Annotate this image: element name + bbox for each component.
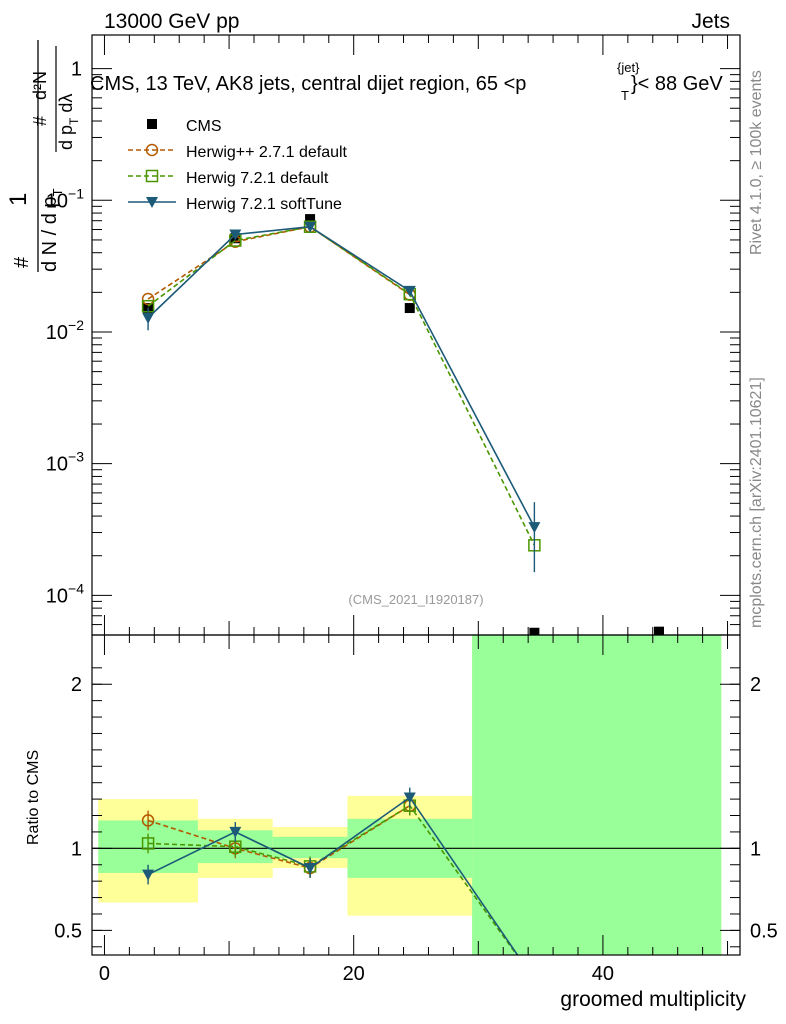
ratio-point-herwigpp: [141, 814, 155, 827]
point-softtune: [229, 229, 242, 241]
point-softtune: [403, 285, 416, 297]
main-ytick-exp: −3: [68, 449, 84, 465]
legend-label-herwig721: Herwig 7.2.1 default: [186, 170, 329, 187]
main-series: [141, 214, 664, 635]
ratio-y-label: Ratio to CMS: [25, 750, 42, 845]
xtick-label: 20: [343, 963, 365, 985]
point-softtune: [528, 522, 541, 534]
point-cms: [529, 627, 540, 635]
ylabel-den-sub: T: [50, 188, 65, 196]
rivet-label: Rivet 4.1.0, ≥ 100k events: [748, 70, 765, 255]
analysis-watermark: (CMS_2021_I1920187): [348, 592, 483, 607]
xtick-label: 40: [592, 963, 614, 985]
ylabel-inner-den-end: dλ: [56, 94, 76, 118]
main-ytick-label: 10−4: [46, 580, 84, 607]
ylabel-one: 1: [5, 193, 32, 206]
ylabel-num: d²N: [30, 71, 50, 100]
series-line-herwigpp: [147, 225, 411, 300]
ylabel-inner-den-sub: T: [67, 117, 81, 125]
category-label: Jets: [691, 10, 730, 33]
ratio-series: [141, 787, 519, 955]
ylabel-inner-den: d pT dλ: [56, 94, 81, 150]
ylabel-hash-top: #: [11, 256, 33, 268]
point-cms: [305, 214, 316, 225]
main-y-label: # 1 d N / d pT # d²N d pT dλ: [5, 40, 81, 272]
ratio-ytick-label: 1: [71, 838, 82, 860]
title-sub: T: [621, 88, 629, 103]
point-softtune: [304, 221, 317, 233]
main-ytick-base: 10: [46, 190, 68, 212]
ratio-point-softtune: [304, 863, 317, 875]
ratio-frame: [91, 634, 741, 956]
axes-ticks: 110−110−210−310−40 20 400.5 0.51 12 2: [46, 35, 778, 985]
point-cms: [654, 626, 664, 635]
series-layer: [141, 214, 664, 955]
main-ytick-base: 10: [46, 322, 68, 344]
legend-marker-herwig721: [145, 169, 159, 183]
legend-marker-softtune: [146, 197, 158, 208]
ratio-line-herwigpp: [147, 804, 411, 869]
ratio-ytick-label-right: 0.5: [750, 920, 778, 942]
legend-label-cms: CMS: [186, 118, 222, 135]
mcplots-label: mcplots.cern.ch [arXiv:2401.10621]: [748, 377, 765, 628]
ratio-point-softtune: [142, 869, 155, 881]
ratio-bands: [92, 635, 740, 955]
main-ytick-base: 10: [46, 454, 68, 476]
main-ytick-exp: −1: [68, 185, 84, 201]
legend-marker-cms: [147, 119, 157, 129]
main-ytick-label: 10−1: [46, 185, 84, 212]
main-ytick-exp: −4: [68, 580, 84, 596]
ylabel-hash-mid: #: [30, 116, 50, 126]
legend-label-softtune: Herwig 7.2.1 softTune: [186, 196, 342, 213]
legend-label-herwigpp: Herwig++ 2.7.1 default: [186, 144, 348, 161]
title-sup: {jet}: [617, 60, 640, 75]
point-softtune: [142, 312, 155, 324]
plot-title: CMS, 13 TeV, AK8 jets, central dijet reg…: [90, 73, 526, 95]
title-end: }< 88 GeV: [631, 73, 723, 95]
ratio-point-softtune: [229, 826, 242, 838]
ratio-ytick-label: 0.5: [54, 920, 82, 942]
point-herwigpp: [141, 292, 155, 306]
band-inner-2: [272, 836, 348, 859]
main-ytick-label: 10−2: [46, 317, 84, 344]
main-ytick-exp: −2: [68, 317, 84, 333]
ratio-ytick-label-right: 1: [750, 838, 761, 860]
ylabel-den: d N / d pT: [39, 188, 65, 272]
ratio-point-herwig721: [141, 837, 155, 850]
energy-label: 13000 GeV pp: [104, 10, 239, 33]
xtick-label: 0: [99, 963, 110, 985]
ratio-ytick-label: 2: [71, 674, 82, 696]
series-line-herwig721: [147, 225, 536, 546]
band-inner-4: [472, 635, 722, 955]
ylabel-inner-den-text: d p: [56, 125, 76, 150]
main-ytick-label: 1: [71, 59, 82, 81]
series-line-softtune: [147, 225, 536, 528]
ylabel-den-text: d N / d p: [39, 196, 61, 272]
title-main: CMS, 13 TeV, AK8 jets, central dijet reg…: [90, 73, 526, 95]
x-axis-label: groomed multiplicity: [560, 988, 746, 1011]
legend-marker-herwigpp: [145, 143, 159, 157]
ratio-point-softtune: [403, 792, 416, 804]
legend: CMS Herwig++ 2.7.1 default Herwig 7.2.1 …: [128, 118, 348, 213]
ratio-ytick-label-right: 2: [750, 674, 761, 696]
main-ytick-label: 10−3: [46, 449, 84, 476]
main-ytick-base: 10: [46, 585, 68, 607]
point-cms: [404, 303, 415, 314]
